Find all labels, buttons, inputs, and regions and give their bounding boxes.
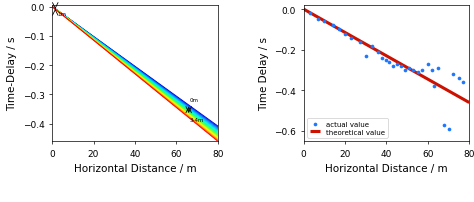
actual value bbox=[418, 69, 426, 72]
actual value bbox=[389, 65, 396, 68]
actual value bbox=[335, 29, 343, 32]
actual value bbox=[397, 65, 405, 68]
actual value bbox=[414, 71, 421, 74]
Text: 3-4m: 3-4m bbox=[190, 118, 204, 123]
actual value bbox=[362, 55, 370, 58]
actual value bbox=[356, 41, 364, 44]
actual value bbox=[374, 51, 382, 54]
actual value bbox=[393, 63, 401, 66]
actual value bbox=[424, 63, 432, 66]
actual value bbox=[306, 13, 314, 16]
actual value bbox=[383, 59, 390, 62]
Text: 1m: 1m bbox=[57, 12, 66, 16]
X-axis label: Horizontal Distance / m: Horizontal Distance / m bbox=[73, 163, 196, 174]
actual value bbox=[410, 69, 417, 72]
actual value bbox=[459, 81, 467, 84]
actual value bbox=[314, 19, 322, 22]
actual value bbox=[445, 128, 452, 131]
actual value bbox=[341, 33, 349, 36]
Y-axis label: Time Delay / s: Time Delay / s bbox=[259, 37, 269, 110]
actual value bbox=[428, 69, 436, 72]
actual value bbox=[320, 21, 328, 24]
actual value bbox=[455, 77, 463, 80]
actual value bbox=[385, 61, 392, 64]
actual value bbox=[368, 45, 376, 48]
actual value bbox=[405, 67, 413, 70]
X-axis label: Horizontal Distance / m: Horizontal Distance / m bbox=[325, 163, 448, 174]
actual value bbox=[449, 73, 456, 76]
actual value bbox=[347, 37, 355, 40]
Y-axis label: Time-Delay / s: Time-Delay / s bbox=[7, 37, 17, 111]
actual value bbox=[379, 57, 386, 60]
actual value bbox=[329, 25, 337, 28]
actual value bbox=[435, 67, 442, 70]
actual value bbox=[430, 85, 438, 88]
actual value bbox=[441, 124, 448, 127]
Text: 0m: 0m bbox=[190, 98, 199, 103]
actual value bbox=[401, 69, 409, 72]
Legend: actual value, theoretical value: actual value, theoretical value bbox=[307, 118, 388, 138]
